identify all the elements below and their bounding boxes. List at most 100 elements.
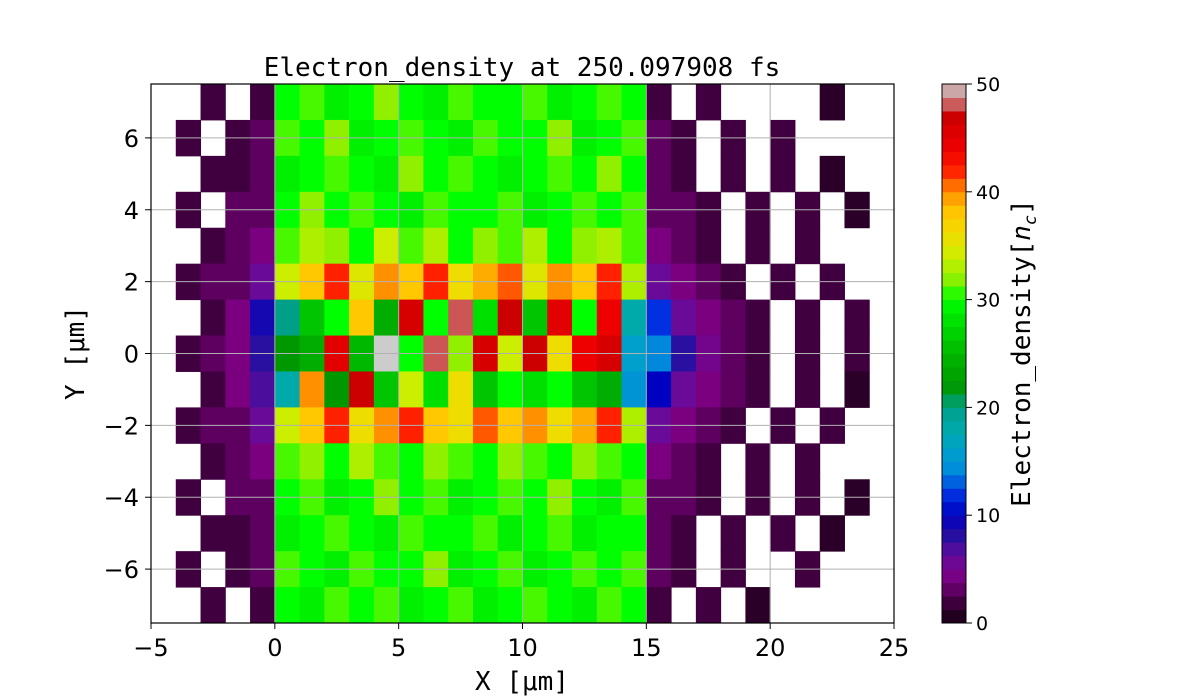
heatmap-cell	[794, 443, 821, 480]
y-tick-label: 4	[124, 197, 139, 225]
heatmap-cell	[522, 299, 548, 337]
heatmap-cell	[398, 371, 424, 408]
heatmap-cell	[423, 443, 449, 480]
heatmap-cell	[572, 84, 598, 121]
y-axis-label: Y [μm]	[61, 306, 91, 400]
y-tick-label: −6	[104, 556, 139, 584]
colorbar-level	[942, 205, 966, 220]
heatmap-cell	[646, 443, 672, 480]
heatmap-cell	[299, 155, 325, 193]
x-tick-label: 20	[755, 634, 786, 662]
heatmap-cell	[621, 155, 647, 193]
heatmap-cell	[671, 443, 697, 480]
x-tick-label: 10	[507, 634, 538, 662]
heatmap-cell	[324, 84, 350, 121]
heatmap-cell	[472, 227, 499, 265]
heatmap-cell	[671, 299, 697, 337]
heatmap-cell	[596, 587, 623, 624]
heatmap-cell	[547, 227, 573, 265]
heatmap-cell	[349, 515, 375, 552]
heatmap-cell	[448, 515, 474, 552]
colorbar-level	[942, 84, 966, 98]
heatmap-cell	[274, 155, 301, 193]
heatmap-cell	[596, 84, 623, 121]
heatmap-cell	[745, 227, 771, 265]
colorbar-level	[942, 528, 966, 543]
y-tick-label: 2	[124, 269, 139, 297]
heatmap-cell	[200, 84, 226, 121]
heatmap-cell	[572, 587, 598, 624]
heatmap-cell	[299, 515, 325, 552]
heatmap-cell	[324, 587, 350, 624]
heatmap-cell	[572, 227, 598, 265]
heatmap-cell	[794, 371, 821, 408]
heatmap-cell	[250, 227, 276, 265]
heatmap-cell	[423, 299, 449, 337]
heatmap-cell	[225, 155, 251, 193]
colorbar-tick-label: 50	[976, 74, 1000, 96]
colorbar-level	[942, 555, 966, 570]
chart-title: Electron_density at 250.097908 fs	[264, 53, 781, 83]
heatmap-cell	[671, 155, 697, 193]
colorbar-level	[942, 259, 966, 274]
heatmap-cell	[596, 371, 623, 408]
heatmap-cell	[448, 371, 474, 408]
heatmap-cell	[547, 587, 573, 624]
colorbar-level	[942, 245, 966, 260]
heatmap-cell	[200, 227, 226, 265]
heatmap-cell	[695, 227, 722, 265]
heatmap-cell	[349, 155, 375, 193]
heatmap-cell	[472, 515, 499, 552]
heatmap-cell	[250, 443, 276, 480]
colorbar-level	[942, 97, 966, 112]
heatmap-cell	[646, 227, 672, 265]
heatmap-cell	[250, 299, 276, 337]
heatmap-cell	[472, 371, 499, 408]
heatmap-cell	[299, 587, 325, 624]
heatmap-cell	[547, 84, 573, 121]
heatmap-cell	[646, 587, 672, 624]
heatmap-cell	[572, 443, 598, 480]
colorbar-level	[942, 582, 966, 597]
heatmap-cells	[175, 84, 870, 624]
heatmap-cell	[671, 515, 697, 552]
colorbar-level	[942, 299, 966, 314]
heatmap-cell	[274, 299, 301, 337]
heatmap-cell	[398, 515, 424, 552]
colorbar-label: Electron_density[nc]	[1007, 199, 1041, 507]
heatmap-cell	[547, 155, 573, 193]
heatmap-cell	[448, 443, 474, 480]
heatmap-cell	[472, 299, 499, 337]
heatmap-cell	[844, 371, 870, 408]
heatmap-cell	[423, 84, 449, 121]
heatmap-cell	[250, 587, 276, 624]
colorbar-level	[942, 447, 966, 462]
heatmap-cell	[844, 299, 870, 337]
heatmap-cell	[695, 371, 722, 408]
colorbar-level	[942, 124, 966, 139]
heatmap-cell	[324, 155, 350, 193]
heatmap-cell	[200, 155, 226, 193]
colorbar-tick-label: 20	[976, 397, 1000, 419]
heatmap-cell	[448, 155, 474, 193]
colorbar-level	[942, 596, 966, 611]
heatmap-cell	[621, 515, 647, 552]
heatmap-cell	[621, 84, 647, 121]
colorbar-tick-label: 0	[976, 613, 988, 635]
colorbar-tick-label: 40	[976, 182, 1000, 204]
heatmap-cell	[299, 84, 325, 121]
heatmap-cell	[324, 371, 350, 408]
heatmap-cell	[695, 299, 722, 337]
heatmap-cell	[299, 299, 325, 337]
colorbar-level	[942, 515, 966, 530]
heatmap-cell	[646, 371, 672, 408]
heatmap-cell	[621, 371, 647, 408]
heatmap-cell	[349, 371, 375, 408]
heatmap-cell	[819, 515, 845, 552]
colorbar-level	[942, 110, 966, 125]
heatmap-cell	[596, 515, 623, 552]
y-tick-label: 6	[124, 125, 139, 153]
heatmap-cell	[522, 155, 548, 193]
heatmap-cell	[547, 371, 573, 408]
